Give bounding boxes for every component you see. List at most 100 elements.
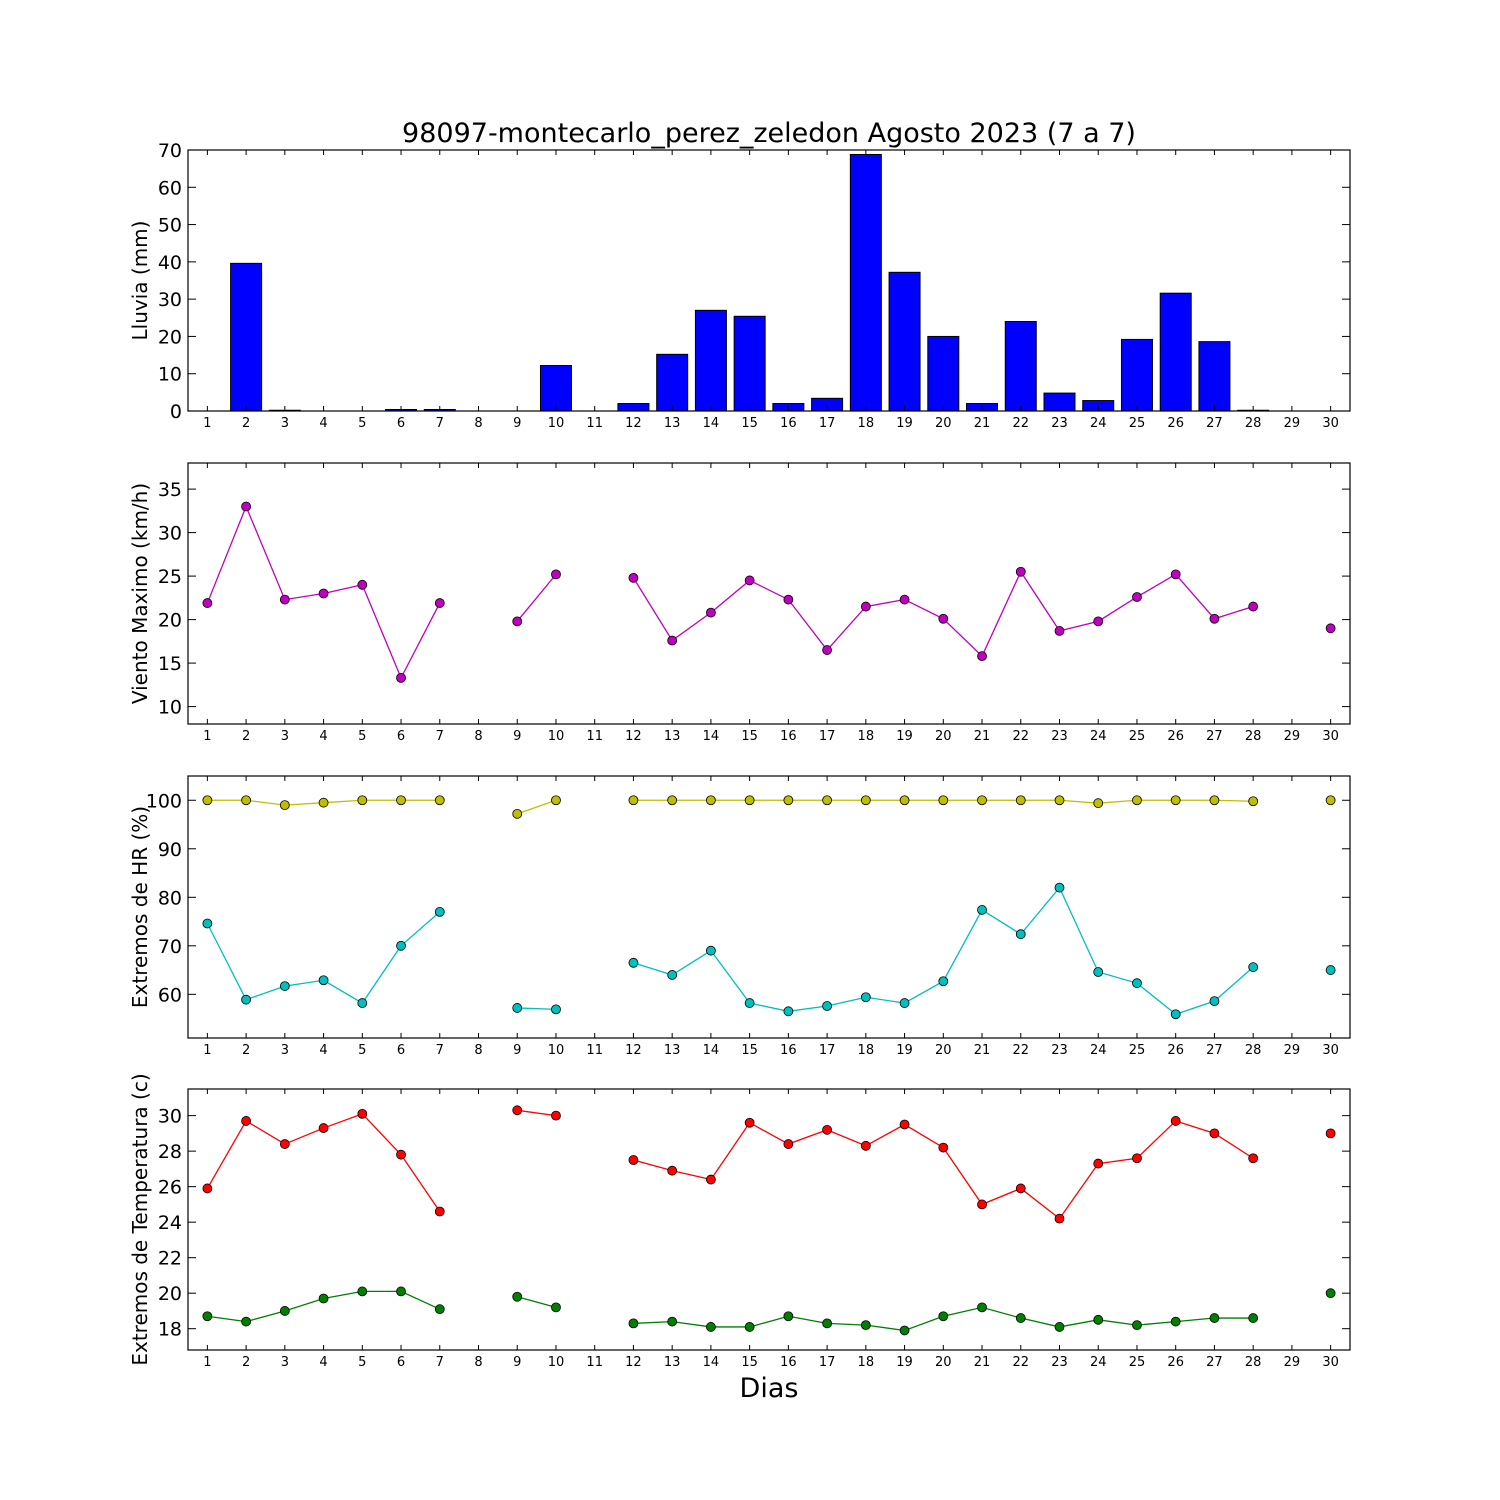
humidity-series-2-point-day-10	[551, 1004, 561, 1015]
humidity-series-2-point-day-17	[822, 1001, 832, 1011]
humidity-y-tick-label-100: 100	[146, 790, 182, 812]
humidity-series-2-point-day-14	[706, 945, 716, 956]
humidity-x-tick-label-12: 12	[625, 1043, 642, 1058]
rain-x-tick-label-22: 22	[1012, 416, 1029, 431]
temperature-x-tick-label-25: 25	[1129, 1355, 1146, 1370]
humidity-x-tick-label-25: 25	[1129, 1043, 1146, 1058]
x-axis-label: Dias	[740, 1373, 799, 1404]
rain-x-tick-label-12: 12	[625, 416, 642, 431]
humidity-series-1-point-day-24	[1093, 798, 1104, 809]
wind-x-tick-label-30: 30	[1322, 729, 1339, 744]
humidity-series-2-point-day-5	[357, 998, 368, 1008]
humidity-series-2-point-day-9	[512, 1003, 523, 1013]
temperature-series-1-point-day-4	[318, 1123, 329, 1133]
temperature-x-tick-label-16: 16	[780, 1355, 797, 1370]
humidity-series-2-point-day-4	[318, 975, 329, 986]
wind-series-1-point-day-3	[279, 594, 290, 605]
wind-x-tick-label-26: 26	[1167, 729, 1184, 744]
temperature-series-1-point-day-14	[706, 1174, 716, 1185]
temperature-series-1-point-day-19	[899, 1119, 910, 1130]
humidity-series-1-point-day-2	[241, 795, 252, 806]
rain-x-tick-label-3: 3	[281, 416, 289, 431]
temperature-series-2-point-day-1	[202, 1311, 213, 1322]
temperature-x-tick-label-30: 30	[1322, 1355, 1339, 1370]
humidity-series-2-point-day-21	[977, 905, 987, 915]
rain-x-tick-label-25: 25	[1129, 416, 1146, 431]
temperature-axes-frame	[187, 1088, 1351, 1351]
rain-x-tick-label-10: 10	[548, 416, 565, 431]
wind-series-1-point-day-17	[822, 645, 832, 655]
wind-series-1-point-day-5	[357, 579, 368, 590]
rain-x-tick-label-5: 5	[358, 416, 366, 431]
wind-series-1-point-day-25	[1132, 592, 1142, 602]
wind-series-1-point-day-27	[1209, 613, 1220, 624]
temperature-series-2-point-day-25	[1132, 1320, 1142, 1331]
humidity-series-2-line-2	[517, 1007, 556, 1011]
humidity-series-1-point-day-15	[744, 795, 755, 806]
humidity-series-2-point-day-3	[279, 981, 290, 991]
temperature-x-tick-label-4: 4	[319, 1355, 327, 1370]
wind-x-tick-label-14: 14	[703, 729, 720, 744]
temperature-series-1-point-day-13	[667, 1165, 678, 1176]
wind-x-tick-label-28: 28	[1245, 729, 1262, 744]
temperature-series-2-point-day-27	[1209, 1313, 1220, 1323]
humidity-series-2-point-day-25	[1132, 978, 1142, 989]
chart-title: 98097-montecarlo_perez_zeledon Agosto 20…	[402, 118, 1136, 149]
humidity-series-2-point-day-16	[783, 1006, 794, 1017]
humidity-x-tick-label-10: 10	[548, 1043, 565, 1058]
temperature-series-1-point-day-6	[396, 1149, 406, 1160]
humidity-series-2-point-day-28	[1248, 962, 1259, 973]
rain-x-tick-label-11: 11	[586, 416, 603, 431]
humidity-series-1-point-day-7	[434, 795, 445, 806]
rain-x-tick-label-28: 28	[1245, 416, 1262, 431]
wind-x-tick-label-16: 16	[780, 729, 797, 744]
temperature-x-tick-label-8: 8	[474, 1355, 482, 1370]
wind-x-tick-label-4: 4	[319, 729, 327, 744]
temperature-series-2-point-day-2	[241, 1316, 252, 1327]
rain-x-tick-label-24: 24	[1090, 416, 1107, 431]
humidity-x-tick-label-1: 1	[203, 1043, 211, 1058]
rain-bar-day-15	[733, 315, 766, 412]
temperature-series-1-point-day-18	[860, 1140, 871, 1151]
wind-series-1-point-day-16	[783, 594, 794, 605]
temperature-series-2-point-day-21	[977, 1302, 987, 1313]
humidity-x-tick-label-4: 4	[319, 1043, 327, 1058]
temperature-x-tick-label-22: 22	[1012, 1355, 1029, 1370]
rain-x-tick-label-26: 26	[1167, 416, 1184, 431]
humidity-x-tick-label-5: 5	[358, 1043, 366, 1058]
humidity-series-1-point-day-4	[318, 797, 329, 808]
temperature-series-1-point-day-27	[1209, 1128, 1220, 1139]
humidity-series-2-point-day-15	[744, 998, 755, 1008]
rain-x-tick-label-13: 13	[664, 416, 681, 431]
wind-axes-frame	[187, 462, 1351, 725]
wind-x-tick-label-6: 6	[397, 729, 405, 744]
temperature-x-tick-label-29: 29	[1284, 1355, 1301, 1370]
humidity-x-tick-label-15: 15	[741, 1043, 758, 1058]
temperature-series-1-point-day-5	[357, 1108, 368, 1119]
temperature-x-tick-label-20: 20	[935, 1355, 952, 1370]
rain-x-tick-label-23: 23	[1051, 416, 1068, 431]
wind-x-tick-label-21: 21	[974, 729, 991, 744]
humidity-y-axis-label: Extremos de HR (%)	[128, 806, 152, 1008]
temperature-x-tick-label-17: 17	[819, 1355, 836, 1370]
wind-x-tick-label-8: 8	[474, 729, 482, 744]
wind-x-tick-label-23: 23	[1051, 729, 1068, 744]
humidity-x-tick-label-20: 20	[935, 1043, 952, 1058]
rain-y-tick-label-70: 70	[158, 140, 182, 162]
rain-bar-day-2	[230, 262, 263, 412]
rain-panel: 1 2 3 4 5 6 7 8 9 10 11 12 13 14 15 16 17 18 19 20 21 22 23 24 2…	[128, 140, 1351, 431]
humidity-x-tick-label-9: 9	[513, 1043, 521, 1058]
humidity-series-2-point-day-30	[1325, 965, 1336, 975]
wind-series-1-line-2	[516, 573, 557, 622]
rain-y-tick-label-0: 0	[170, 401, 182, 423]
wind-series-1-point-day-21	[977, 651, 987, 662]
rain-y-tick-label-30: 30	[158, 289, 182, 311]
temperature-series-2-line-2	[517, 1296, 557, 1309]
temperature-series-2-point-day-7	[434, 1304, 445, 1315]
temperature-y-tick-label-18: 18	[158, 1319, 182, 1341]
humidity-x-tick-label-18: 18	[858, 1043, 875, 1058]
humidity-series-1-point-day-5	[357, 795, 368, 806]
humidity-series-1-point-day-1	[202, 795, 213, 806]
humidity-x-tick-label-26: 26	[1167, 1043, 1184, 1058]
humidity-series-2-point-day-22	[1015, 929, 1026, 940]
